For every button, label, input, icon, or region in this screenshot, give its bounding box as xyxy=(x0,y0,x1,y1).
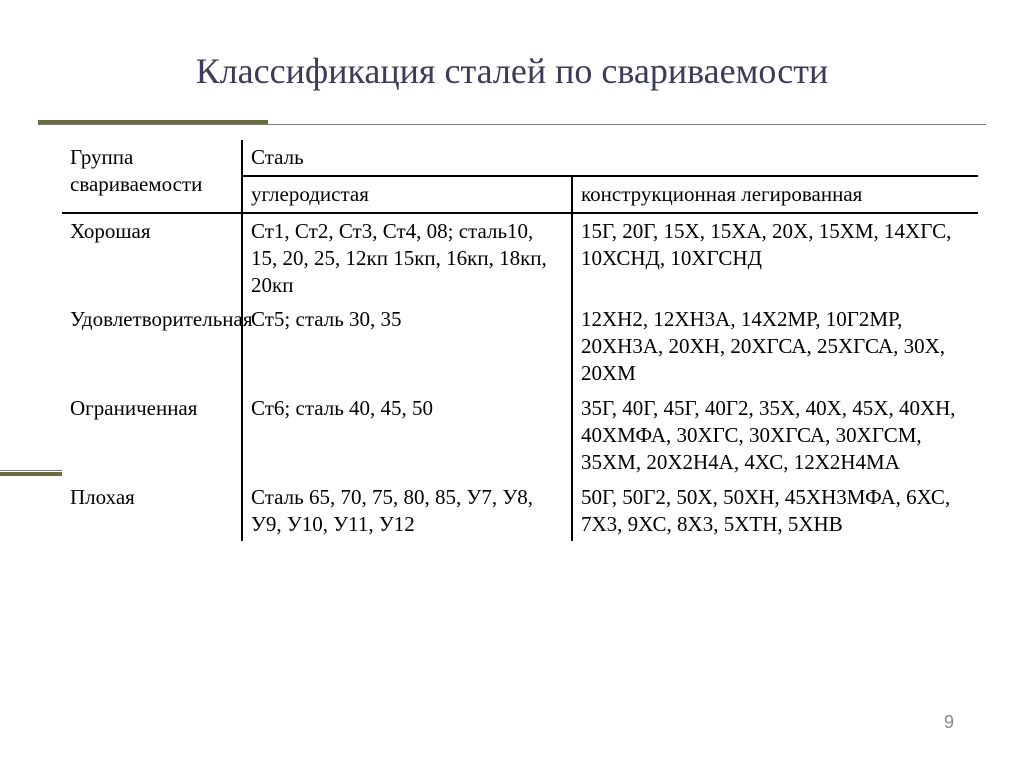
cell-group: Хорошая xyxy=(62,213,242,303)
cell-alloy: 35Г, 40Г, 45Г, 40Г2, 35Х, 40Х, 45Х, 40ХН… xyxy=(572,391,978,480)
steel-classification-table: Группа свариваемости Сталь углеродистая … xyxy=(62,140,978,541)
content-area: Группа свариваемости Сталь углеродистая … xyxy=(38,130,986,541)
title-underline xyxy=(38,120,986,124)
cell-alloy: 12ХН2, 12ХН3А, 14Х2МР, 10Г2МР, 20ХН3А, 2… xyxy=(572,302,978,391)
cell-carbon: Ст5; сталь 30, 35 xyxy=(242,302,572,391)
header-group: Группа свариваемости xyxy=(62,140,242,213)
cell-carbon: Сталь 65, 70, 75, 80, 85, У7, У8, У9, У1… xyxy=(242,480,572,542)
slide-title: Классификация сталей по свариваемости xyxy=(38,50,986,92)
table-row: Плохая Сталь 65, 70, 75, 80, 85, У7, У8,… xyxy=(62,480,978,542)
cell-group: Ограниченная xyxy=(62,391,242,480)
cell-carbon: Ст1, Ст2, Ст3, Ст4, 08; сталь10, 15, 20,… xyxy=(242,213,572,303)
table-row: Ограниченная Ст6; сталь 40, 45, 50 35Г, … xyxy=(62,391,978,480)
cell-alloy: 15Г, 20Г, 15Х, 15ХА, 20Х, 15ХМ, 14ХГС, 1… xyxy=(572,213,978,303)
table-row: Хорошая Ст1, Ст2, Ст3, Ст4, 08; сталь10,… xyxy=(62,213,978,303)
cell-group: Удовлетворительная xyxy=(62,302,242,391)
header-steel: Сталь xyxy=(242,140,978,176)
cell-alloy: 50Г, 50Г2, 50Х, 50ХН, 45ХН3МФА, 6ХС, 7Х3… xyxy=(572,480,978,542)
cell-group: Плохая xyxy=(62,480,242,542)
cell-carbon: Ст6; сталь 40, 45, 50 xyxy=(242,391,572,480)
table-row: Удовлетворительная Ст5; сталь 30, 35 12Х… xyxy=(62,302,978,391)
page-number: 9 xyxy=(944,712,954,733)
header-carbon: углеродистая xyxy=(242,176,572,213)
header-alloy: конструкционная легированная xyxy=(572,176,978,213)
left-margin-accent xyxy=(0,470,62,475)
slide: Классификация сталей по свариваемости Гр… xyxy=(0,0,1024,767)
